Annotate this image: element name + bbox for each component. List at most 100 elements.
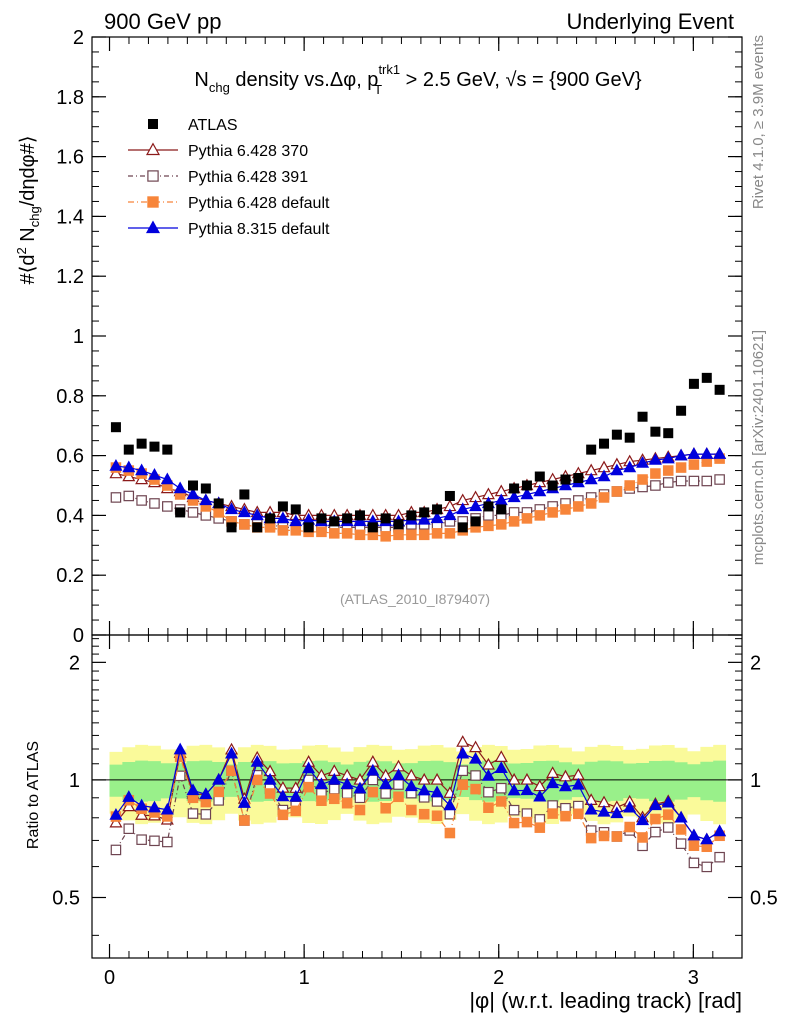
ratio-y-tick-label-right-0: 0.5 [750, 888, 778, 910]
ratio-y-tick-label-right-2: 2 [750, 652, 761, 674]
ratio-series-3-point-36 [571, 777, 585, 790]
ratio-series-2-point-26 [444, 827, 456, 839]
data-point-11 [252, 522, 263, 533]
ratio-series-2-point-40 [624, 821, 635, 833]
y-axis-label-a: #⟨d [17, 254, 39, 284]
series-2-point-8 [213, 507, 224, 518]
ratio-series-1-point-20 [367, 774, 379, 786]
ratio-series-2-point-45 [688, 840, 700, 851]
ratio-series-3-point-32 [520, 783, 534, 796]
series-3-point-32 [520, 487, 534, 500]
ratio-series-2-point-35 [560, 810, 571, 822]
ratio-series-3-point-25 [430, 785, 444, 798]
series-2-point-25 [431, 528, 443, 539]
ratio-series-3-point-41 [636, 813, 650, 826]
data-point-19 [354, 510, 365, 521]
data-point-25 [432, 504, 443, 515]
x-tick-label-3: 3 [688, 967, 699, 989]
series-2-point-12 [264, 522, 276, 533]
series-1-point-6 [187, 507, 199, 518]
ratio-series-2-point-24 [418, 808, 430, 820]
series-2-point-32 [521, 513, 533, 524]
ratio-series-2-point-8 [213, 786, 224, 798]
ratio-series-3-point-23 [404, 779, 418, 792]
chart-title-b-sup: trk1 [378, 62, 400, 77]
data-point-9 [226, 522, 237, 533]
series-3-point-2 [135, 463, 149, 476]
ratio-series-2-point-31 [508, 817, 520, 829]
ratio-series-1-point-0 [110, 844, 122, 856]
data-point-32 [521, 480, 532, 491]
ratio-series-3-point-26 [443, 798, 457, 811]
data-point-22 [393, 519, 404, 530]
series-3-point-42 [648, 453, 662, 465]
series-2-point-44 [675, 462, 687, 473]
series-3-point-5 [173, 481, 187, 494]
data-point-43 [663, 428, 674, 439]
ratio-y-tick-label-right-1: 1 [750, 770, 761, 792]
ratio-series-2-point-13 [277, 809, 289, 821]
series-1-point-31 [508, 507, 520, 518]
series-3-point-3 [147, 468, 161, 480]
ratio-series-3-point-1 [122, 790, 136, 802]
ratio-series-3-point-28 [469, 751, 483, 764]
ratio-series-2-point-41 [637, 832, 648, 843]
ratio-series-3-point-17 [327, 772, 341, 785]
series-2-point-30 [495, 519, 507, 530]
y-tick-label-4: 0.8 [56, 386, 84, 408]
legend-label-3: Pythia 6.428 default [188, 195, 330, 212]
series-3-point-40 [623, 460, 637, 473]
data-point-15 [303, 522, 314, 533]
ratio-series-3-point-0 [109, 808, 123, 820]
data-point-37 [586, 444, 597, 455]
ratio-series-2-point-43 [662, 809, 674, 820]
ratio-series-3-point-44 [674, 810, 688, 823]
ratio-series-3-point-39 [610, 806, 624, 819]
data-point-21 [380, 513, 391, 524]
ratio-series-2-point-18 [341, 797, 353, 809]
legend-marker-2 [147, 170, 159, 182]
series-2-point-29 [483, 520, 494, 532]
ratio-series-3-point-9 [225, 746, 239, 759]
y-tick-label-3: 0.6 [56, 446, 84, 468]
ratio-series-1-point-3 [149, 835, 160, 847]
data-point-8 [213, 498, 224, 509]
series-3-point-43 [661, 451, 675, 464]
ratio-series-1-point-4 [162, 836, 173, 848]
ratio-series-3-point-35 [558, 779, 573, 792]
ratio-series-3-point-14 [289, 789, 303, 802]
side-label-mcplots: mcplots.cern.ch [arXiv:2401.10621] [750, 330, 767, 565]
data-point-27 [457, 522, 468, 533]
series-3-point-41 [636, 456, 650, 468]
ratio-series-2-point-19 [354, 804, 366, 816]
ratio-series-3-point-15 [302, 761, 316, 774]
ratio-series-1-point-21 [380, 788, 391, 799]
legend-label-0: ATLAS [188, 117, 238, 134]
analysis-watermark: (ATLAS_2010_I879407) [340, 591, 490, 607]
x-tick-label-0: 0 [104, 967, 115, 989]
data-point-20 [367, 522, 378, 533]
legend-entry-2: Pythia 6.428 391 [128, 169, 308, 186]
chart-title: Nchg density vs.Δφ, ptrk1 T > 2.5 GeV, √s… [194, 62, 642, 97]
y-tick-label-9: 1.8 [56, 87, 84, 109]
ratio-series-2-point-20 [367, 786, 379, 798]
ratio-series-3-point-16 [314, 777, 328, 790]
chart-title-c: > 2.5 GeV, √s = {900 GeV} [400, 69, 642, 91]
ratio-series-1-point-25 [431, 796, 443, 807]
data-point-0 [110, 422, 121, 433]
data-point-18 [342, 513, 353, 524]
series-1-point-3 [149, 498, 160, 509]
y-tick-label-8: 1.6 [56, 147, 84, 169]
ratio-series-0-point-25 [430, 772, 444, 785]
series-1-point-1 [123, 490, 135, 502]
ratio-series-1-point-6 [187, 808, 199, 819]
data-point-44 [676, 405, 687, 416]
ratio-series-1-point-28 [470, 770, 481, 781]
ratio-series-1-point-17 [329, 783, 340, 795]
ratio-series-2-point-28 [470, 783, 481, 795]
series-3-point-25 [430, 511, 444, 524]
ratio-series-1-point-19 [354, 792, 366, 804]
ratio-series-2-point-27 [457, 779, 469, 790]
ratio-series-0-point-27 [456, 735, 470, 747]
